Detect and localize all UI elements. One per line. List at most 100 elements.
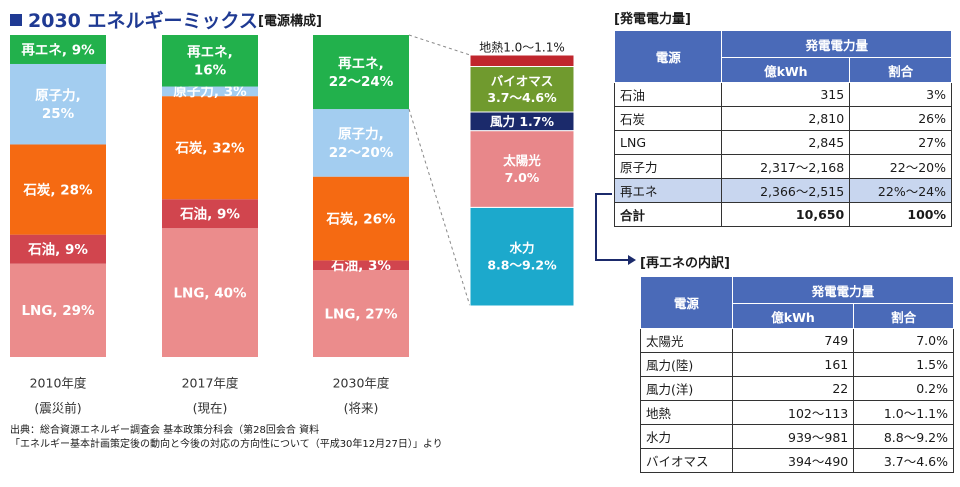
title-square-icon xyxy=(10,13,22,26)
row-name: 太陽光 xyxy=(640,328,733,353)
breakdown-label-geothermal: 地熱1.0〜1.1% xyxy=(479,40,565,54)
connector-line xyxy=(408,108,471,307)
bar-label-nuclear: 原子力, 25% xyxy=(35,87,81,122)
row-kwh: 315 xyxy=(721,82,851,107)
table-row-total: 合計 10,650 100% xyxy=(613,202,952,227)
row-kwh: 2,845 xyxy=(721,130,851,155)
arrow-connector xyxy=(595,193,636,265)
bar-segment-coal xyxy=(162,96,258,200)
table2-title: [再エネの内訳] xyxy=(640,256,730,271)
row-kwh: 2,317〜2,168 xyxy=(721,154,851,179)
bar-label-oil: 石油, 3% xyxy=(330,257,391,274)
category-label: 2030年度 xyxy=(333,376,390,391)
row-ratio: 1.0〜1.1% xyxy=(853,400,954,425)
bar-label-renewable: 再エネ, 16% xyxy=(187,45,233,79)
row-name: 水力 xyxy=(640,424,733,449)
row-ratio: 0.2% xyxy=(853,376,954,401)
bar-label-nuclear: 原子力, 22〜20% xyxy=(329,126,394,161)
header-kwh: 億kWh xyxy=(731,303,855,329)
row-ratio: 22%〜24% xyxy=(849,178,952,203)
breakdown-label-solar: 太陽光 7.0% xyxy=(503,153,541,185)
row-kwh: 2,810 xyxy=(721,106,851,131)
breakdown-segment-hydro xyxy=(469,206,575,307)
bar-segment-oil xyxy=(313,260,409,271)
row-ratio: 3.7〜4.6% xyxy=(853,448,954,473)
row-ratio: 26% xyxy=(849,106,952,131)
header-kwh: 億kWh xyxy=(721,57,851,83)
row-name: バイオマス xyxy=(640,448,733,473)
table-row: 石油 315 3% xyxy=(613,82,952,107)
bar-segment-oil xyxy=(162,199,258,229)
bar-label-lng: LNG, 29% xyxy=(21,303,95,319)
bar-segment-oil xyxy=(10,234,106,264)
row-kwh: 161 xyxy=(731,352,855,377)
bar-label-renewable: 再エネ, 22〜24% xyxy=(329,56,394,90)
category-note: (震災前) xyxy=(34,401,81,416)
bar-label-lng: LNG, 40% xyxy=(173,285,247,301)
header-generation: 発電電力量 xyxy=(721,30,952,58)
table-row: 風力(陸) 161 1.5% xyxy=(640,352,954,377)
row-kwh: 102〜113 xyxy=(731,400,855,425)
connector-line xyxy=(408,34,471,56)
bar-segment-renewable xyxy=(313,35,409,110)
row-ratio: 27% xyxy=(849,130,952,155)
bar-segment-nuclear xyxy=(10,63,106,145)
bar-segment-nuclear xyxy=(313,109,409,177)
bar-segment-lng xyxy=(313,270,409,357)
table-row: 地熱 102〜113 1.0〜1.1% xyxy=(640,400,954,425)
row-ratio: 22〜20% xyxy=(849,154,952,179)
header-source: 電源 xyxy=(613,30,723,83)
source-line: 出典：総合資源エネルギー調査会 基本政策分科会（第28回会合 資料 xyxy=(10,425,320,436)
renewable-table: 電源 発電電力量 億kWh 割合 太陽光 749 7.0% 風力(陸) 161 1.5%… xyxy=(640,276,955,473)
bar-segment-lng xyxy=(162,228,258,357)
row-name: 地熱 xyxy=(640,400,733,425)
bar-segment-lng xyxy=(10,263,106,357)
bar-label-coal: 石炭, 26% xyxy=(325,210,396,227)
table-row: 太陽光 749 7.0% xyxy=(640,328,954,353)
header-generation: 発電電力量 xyxy=(731,276,955,304)
row-kwh: 22 xyxy=(731,376,855,401)
category-label: 2010年度 xyxy=(30,376,87,391)
table-row: 原子力 2,317〜2,168 22〜20% xyxy=(613,154,952,179)
row-name: 風力(陸) xyxy=(640,352,733,377)
row-ratio: 1.5% xyxy=(853,352,954,377)
bar-segment-coal xyxy=(313,176,409,261)
row-ratio: 7.0% xyxy=(853,328,954,353)
header-ratio: 割合 xyxy=(853,303,954,329)
chart-subtitle: [電源構成] xyxy=(258,14,322,29)
bar-label-coal: 石炭, 32% xyxy=(174,140,245,157)
row-ratio: 3% xyxy=(849,82,952,107)
breakdown-label-wind: 風力 1.7% xyxy=(490,114,554,129)
source-line: 「エネルギー基本計画策定後の動向と今後の対応の方向性について（平成30年12月2… xyxy=(10,439,443,450)
bar-label-nuclear: 原子力, 3% xyxy=(173,83,247,100)
header-ratio: 割合 xyxy=(849,57,952,83)
source-note: 出典：総合資源エネルギー調査会 基本政策分科会（第28回会合 資料 「エネルギー… xyxy=(10,424,443,452)
row-kwh: 749 xyxy=(731,328,855,353)
category-label: 2017年度 xyxy=(182,376,239,391)
bar-label-lng: LNG, 27% xyxy=(324,306,398,322)
table-row: 石炭 2,810 26% xyxy=(613,106,952,131)
bar-segment-coal xyxy=(10,144,106,235)
bar-label-coal: 石炭, 28% xyxy=(22,181,93,198)
page-title-text: 2030 エネルギーミックス xyxy=(28,10,258,32)
table-row: 水力 939〜981 8.8〜9.2% xyxy=(640,424,954,449)
bar-segment-renewable xyxy=(162,35,258,87)
table-row: 風力(洋) 22 0.2% xyxy=(640,376,954,401)
row-name: LNG xyxy=(613,130,723,155)
row-kwh: 10,650 xyxy=(721,202,851,227)
row-kwh: 2,366〜2,515 xyxy=(721,178,851,203)
table1-title: [発電電力量] xyxy=(614,12,691,27)
category-note: (現在) xyxy=(193,401,228,416)
page-title: 2030 エネルギーミックス xyxy=(10,6,258,33)
row-name: 原子力 xyxy=(613,154,723,179)
row-name: 風力(洋) xyxy=(640,376,733,401)
breakdown-segment-solar xyxy=(469,130,575,208)
bar-segment-nuclear xyxy=(162,86,258,97)
category-note: (将来) xyxy=(344,401,379,416)
table-row: バイオマス 394〜490 3.7〜4.6% xyxy=(640,448,954,473)
table-row-highlight: 再エネ 2,366〜2,515 22%〜24% xyxy=(613,178,952,203)
row-name: 合計 xyxy=(613,202,723,227)
header-source: 電源 xyxy=(640,276,733,329)
bar-label-oil: 石油, 9% xyxy=(27,241,88,258)
row-name: 石炭 xyxy=(613,106,723,131)
